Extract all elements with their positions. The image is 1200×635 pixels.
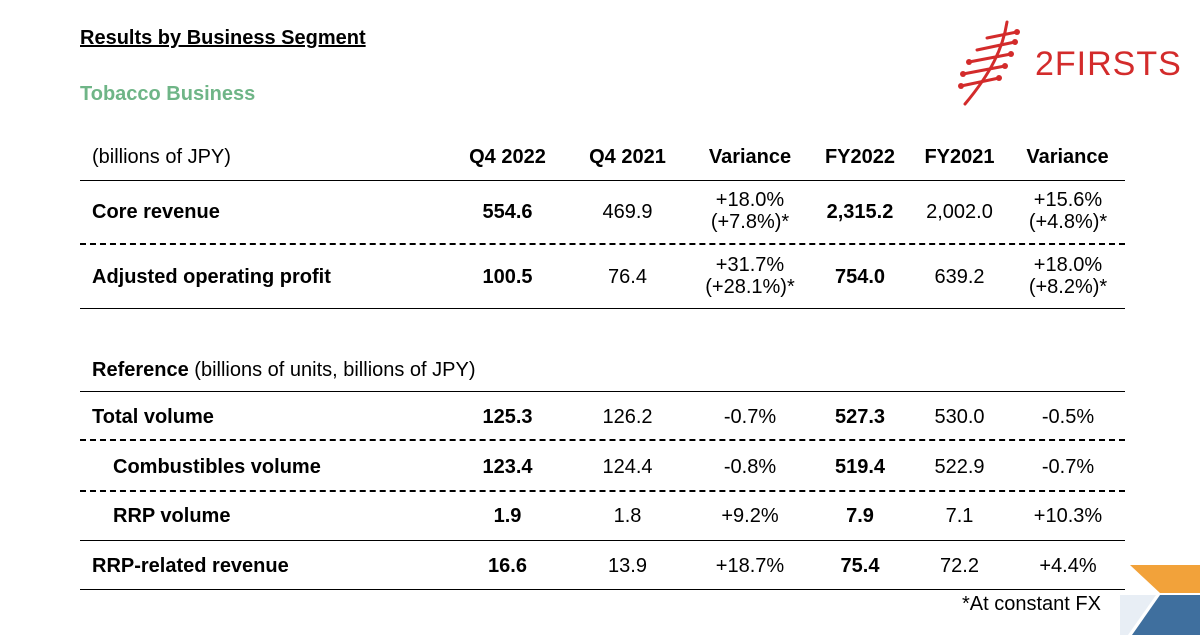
aop-q4-2022: 100.5 <box>482 266 533 288</box>
logo-text: 2FIRSTS <box>1035 45 1182 83</box>
core-revenue-variance-fy: +15.6% (+4.8%)* <box>1008 189 1128 233</box>
rrp-volume-variance-fy: +10.3% <box>1033 505 1103 527</box>
total-volume-variance-fy: -0.5% <box>1041 406 1095 428</box>
row-divider <box>80 439 1125 441</box>
row-label-adjusted-operating-profit: Adjusted operating profit <box>92 266 331 288</box>
aop-q4-2021: 76.4 <box>608 266 647 288</box>
combustibles-fy2022: 519.4 <box>834 456 886 478</box>
corner-watermark-icon <box>1120 565 1200 635</box>
row-divider <box>80 490 1125 492</box>
rrp-revenue-variance-fy: +4.4% <box>1039 555 1097 577</box>
header-fy2021: FY2021 <box>924 146 995 168</box>
header-variance-q4: Variance <box>708 146 792 168</box>
unit-label: (billions of JPY) <box>92 146 231 168</box>
combustibles-fy2021: 522.9 <box>934 456 985 478</box>
variance-constant-fx: (+8.2%)* <box>1028 276 1108 298</box>
table1-top-rule <box>80 180 1125 181</box>
total-volume-variance-q4: -0.7% <box>723 406 777 428</box>
page-title: Results by Business Segment <box>80 27 366 49</box>
row-label-combustibles-volume: Combustibles volume <box>113 456 321 478</box>
reference-label: Reference <box>92 359 189 381</box>
header-variance-fy: Variance <box>1026 146 1109 168</box>
combustibles-variance-q4: -0.8% <box>723 456 777 478</box>
combustibles-variance-fy: -0.7% <box>1041 456 1095 478</box>
rrp-revenue-q4-2022: 16.6 <box>488 555 527 577</box>
row-divider <box>80 243 1125 245</box>
core-revenue-fy2021: 2,002.0 <box>926 201 993 223</box>
variance-value: +18.0% <box>715 189 785 211</box>
core-revenue-q4-2022: 554.6 <box>482 201 533 223</box>
core-revenue-fy2022: 2,315.2 <box>826 201 894 223</box>
variance-constant-fx: (+4.8%)* <box>1028 211 1108 233</box>
header-q4-2022: Q4 2022 <box>469 146 546 168</box>
table1-bottom-rule <box>80 308 1125 309</box>
table2-bottom-rule <box>80 589 1125 590</box>
aop-variance-fy: +18.0% (+8.2%)* <box>1008 254 1128 298</box>
rrp-revenue-fy2022: 75.4 <box>840 555 880 577</box>
rrp-volume-fy2021: 7.1 <box>945 505 974 527</box>
aop-fy2021: 639.2 <box>934 266 985 288</box>
total-volume-fy2021: 530.0 <box>934 406 985 428</box>
rrp-volume-q4-2022: 1.9 <box>493 505 522 527</box>
variance-value: +15.6% <box>1033 189 1103 211</box>
2firsts-logo-icon <box>958 20 1020 106</box>
aop-variance-q4: +31.7% (+28.1%)* <box>690 254 810 298</box>
total-volume-q4-2021: 126.2 <box>602 406 653 428</box>
reference-unit: (billions of units, billions of JPY) <box>194 359 476 381</box>
variance-value: +18.0% <box>1033 254 1103 276</box>
variance-constant-fx: (+7.8%)* <box>710 211 790 233</box>
combustibles-q4-2022: 123.4 <box>482 456 533 478</box>
row-label-rrp-related-revenue: RRP-related revenue <box>92 555 289 577</box>
total-volume-q4-2022: 125.3 <box>482 406 533 428</box>
variance-value: +31.7% <box>715 254 785 276</box>
rrp-volume-variance-q4: +9.2% <box>721 505 779 527</box>
row-label-core-revenue: Core revenue <box>92 201 220 223</box>
total-volume-fy2022: 527.3 <box>834 406 886 428</box>
row-label-total-volume: Total volume <box>92 406 214 428</box>
header-q4-2021: Q4 2021 <box>589 146 666 168</box>
rrp-revenue-fy2021: 72.2 <box>940 555 979 577</box>
combustibles-q4-2021: 124.4 <box>602 456 653 478</box>
header-fy2022: FY2022 <box>824 146 896 168</box>
reference-heading: Reference (billions of units, billions o… <box>92 358 476 382</box>
rrp-volume-fy2022: 7.9 <box>846 505 874 527</box>
footnote: *At constant FX <box>962 593 1101 615</box>
segment-subtitle: Tobacco Business <box>80 83 256 105</box>
rrp-revenue-variance-q4: +18.7% <box>715 555 785 577</box>
rrp-volume-q4-2021: 1.8 <box>613 505 642 527</box>
aop-fy2022: 754.0 <box>834 266 886 288</box>
row-divider-solid <box>80 540 1125 541</box>
rrp-revenue-q4-2021: 13.9 <box>608 555 647 577</box>
variance-constant-fx: (+28.1%)* <box>705 276 795 298</box>
table2-top-rule <box>80 391 1125 392</box>
row-label-rrp-volume: RRP volume <box>113 505 231 527</box>
core-revenue-variance-q4: +18.0% (+7.8%)* <box>690 189 810 233</box>
core-revenue-q4-2021: 469.9 <box>602 201 653 223</box>
